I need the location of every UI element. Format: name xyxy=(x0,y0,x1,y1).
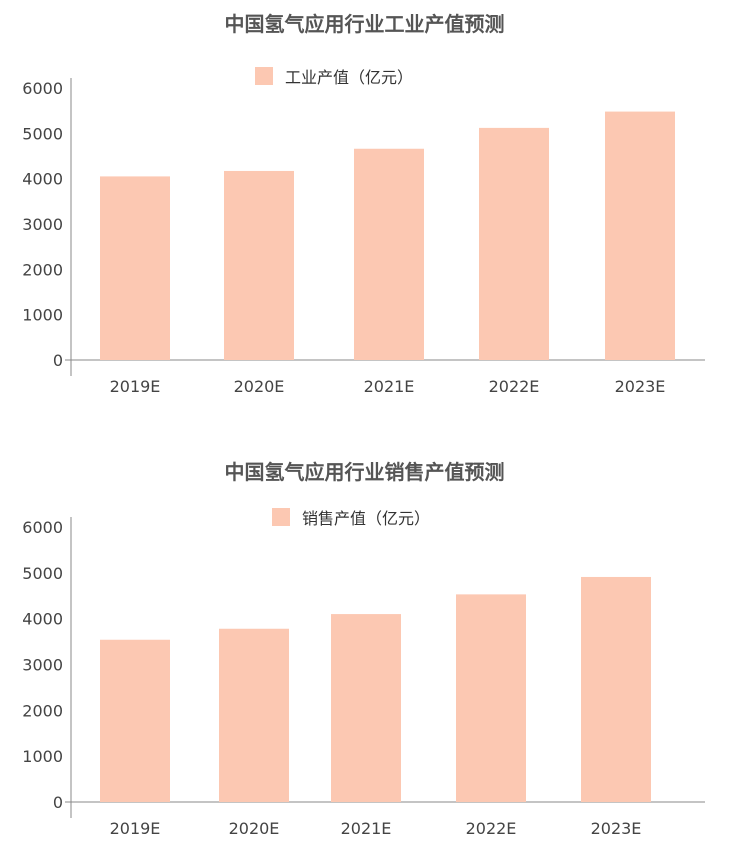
bar-2021E xyxy=(354,148,424,360)
y-tick-label: 5000 xyxy=(22,124,63,143)
x-tick-label: 2022E xyxy=(489,377,540,396)
sales-output-chart: 中国氢气应用行业销售产值预测 销售产值（亿元） 0 1000 2000 3000 400… xyxy=(0,440,729,847)
bar-chart-plot: 0 1000 2000 3000 4000 5000 6000 2019E 2020E 2021E… xyxy=(22,78,705,396)
x-tick-label: 2019E xyxy=(110,819,161,838)
legend: 工业产值（亿元） xyxy=(255,64,413,88)
y-tick-label: 1000 xyxy=(22,306,63,325)
industrial-output-chart: 中国氢气应用行业工业产值预测 工业产值（亿元） 0 1000 2000 3000 400… xyxy=(0,0,729,420)
y-tick-label: 6000 xyxy=(22,518,63,537)
bar-2019E xyxy=(100,176,170,360)
x-tick-label: 2019E xyxy=(110,377,161,396)
bar-2022E xyxy=(456,594,526,802)
bar-2020E xyxy=(224,170,294,360)
legend-swatch xyxy=(255,67,273,85)
x-tick-label: 2023E xyxy=(615,377,666,396)
y-tick-label: 4000 xyxy=(22,170,63,189)
bar-2019E xyxy=(100,639,170,802)
bar-2023E xyxy=(581,576,651,802)
y-tick-label: 5000 xyxy=(22,564,63,583)
y-tick-label: 3000 xyxy=(22,656,63,675)
x-tick-label: 2021E xyxy=(364,377,415,396)
y-tick-label: 1000 xyxy=(22,747,63,766)
legend: 销售产值（亿元） xyxy=(272,505,430,529)
bar-2020E xyxy=(219,628,289,802)
chart-title: 中国氢气应用行业销售产值预测 xyxy=(224,460,505,484)
legend-label: 销售产值（亿元） xyxy=(302,509,431,528)
bar-2021E xyxy=(331,614,401,802)
y-tick-label: 0 xyxy=(53,793,63,812)
x-tick-label: 2020E xyxy=(229,819,280,838)
y-tick-label: 2000 xyxy=(22,701,63,720)
x-tick-label: 2023E xyxy=(591,819,642,838)
bar-chart-plot: 0 1000 2000 3000 4000 5000 6000 2019E 2020E 2021E… xyxy=(22,517,705,838)
legend-swatch xyxy=(272,508,290,526)
bar-2023E xyxy=(605,111,675,360)
y-tick-label: 2000 xyxy=(22,260,63,279)
chart-title: 中国氢气应用行业工业产值预测 xyxy=(224,12,505,36)
y-tick-label: 6000 xyxy=(22,79,63,98)
legend-label: 工业产值（亿元） xyxy=(285,68,414,87)
x-tick-label: 2022E xyxy=(466,819,517,838)
y-tick-label: 4000 xyxy=(22,610,63,629)
y-tick-label: 0 xyxy=(53,351,63,370)
x-tick-label: 2021E xyxy=(341,819,392,838)
x-tick-label: 2020E xyxy=(234,377,285,396)
y-tick-label: 3000 xyxy=(22,215,63,234)
bar-2022E xyxy=(479,127,549,360)
